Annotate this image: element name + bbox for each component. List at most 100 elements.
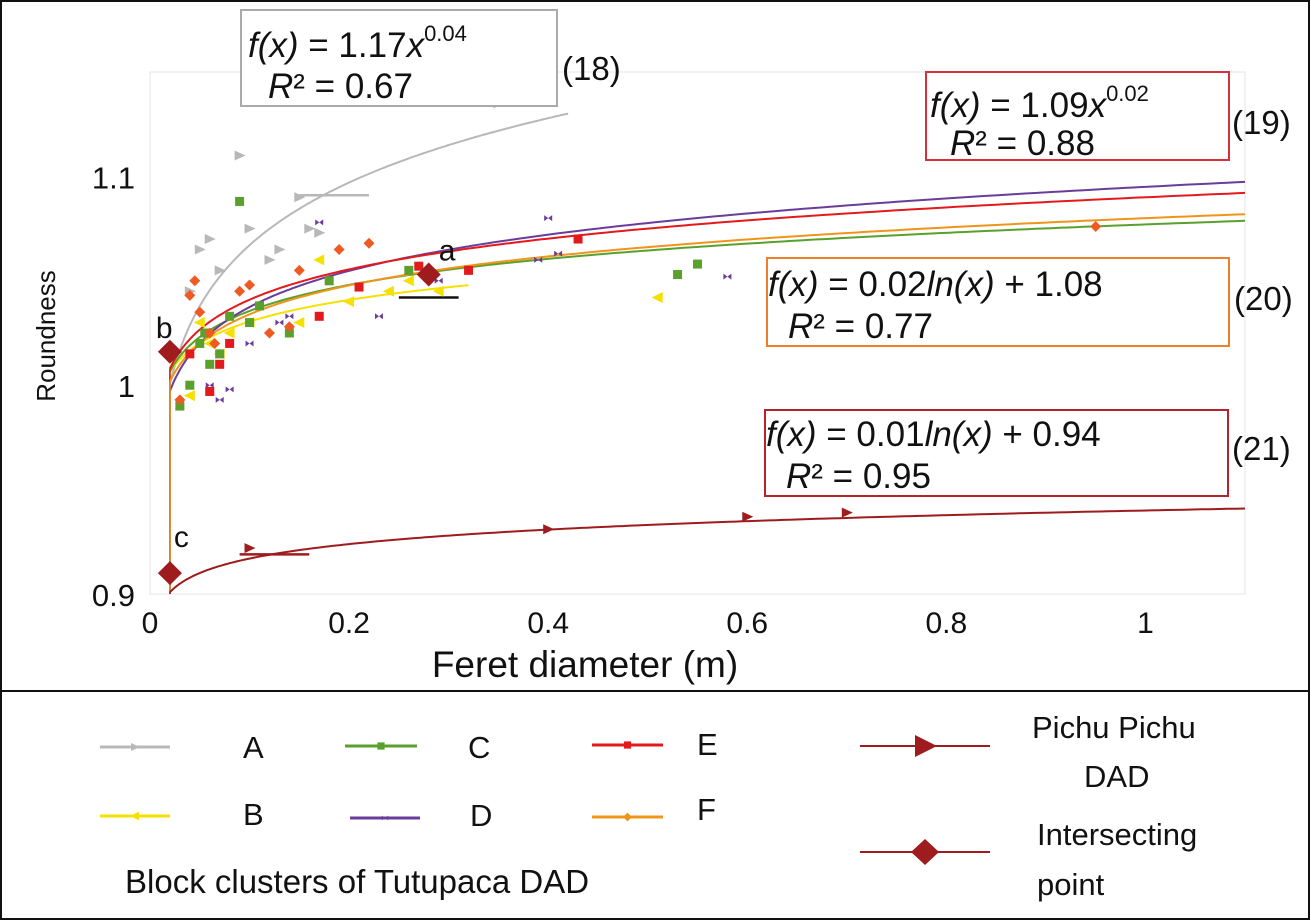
legend-marker bbox=[381, 815, 385, 821]
equation-r2-20: R² = 0.77 bbox=[788, 307, 933, 346]
legend-marker bbox=[623, 741, 632, 749]
data-point-f bbox=[234, 285, 246, 297]
equation-number-20: (20) bbox=[1234, 280, 1293, 317]
data-point-b bbox=[223, 327, 235, 339]
data-point-f bbox=[184, 289, 196, 301]
equation-formula-19: f(x) = 1.09x0.02 bbox=[930, 81, 1149, 125]
x-tick-label: 1 bbox=[1137, 607, 1154, 640]
data-point-f bbox=[209, 337, 221, 349]
equation-box-19 bbox=[925, 71, 1230, 161]
data-point-c bbox=[215, 349, 225, 359]
data-point-b bbox=[382, 285, 394, 297]
data-point-f bbox=[204, 327, 216, 339]
data-point-d bbox=[548, 215, 553, 222]
data-point-a bbox=[314, 227, 326, 238]
legend-item-intersecting: Intersecting point bbox=[860, 817, 1197, 902]
intersecting-point-label: a bbox=[439, 235, 456, 268]
data-point-a bbox=[264, 254, 276, 265]
legend-item-f: F bbox=[592, 792, 716, 827]
data-point-pichu-pichu-dad bbox=[244, 543, 256, 554]
legend-label: Intersecting bbox=[1037, 817, 1197, 852]
data-point-d bbox=[289, 313, 294, 320]
data-point-a bbox=[274, 244, 286, 255]
x-tick-label: 0.8 bbox=[926, 607, 968, 640]
data-point-e bbox=[354, 282, 364, 292]
data-point-c bbox=[673, 270, 683, 280]
legend-item-d: D bbox=[350, 798, 492, 833]
data-point-d bbox=[558, 250, 563, 257]
data-point-a bbox=[204, 234, 216, 245]
legend-label: B bbox=[243, 797, 264, 832]
data-point-f bbox=[283, 321, 295, 333]
legend-marker bbox=[911, 839, 939, 865]
data-point-b bbox=[432, 285, 444, 297]
data-point-d bbox=[229, 386, 234, 393]
data-point-d bbox=[209, 382, 214, 389]
legend-item-e: E bbox=[592, 727, 718, 762]
data-point-e bbox=[314, 311, 324, 321]
x-tick-label: 0 bbox=[142, 607, 159, 640]
data-point-f bbox=[263, 327, 275, 339]
data-point-c bbox=[195, 338, 205, 348]
y-tick-label: 1 bbox=[118, 369, 135, 404]
x-tick-label: 0.2 bbox=[328, 607, 370, 640]
data-point-f bbox=[189, 275, 201, 287]
data-point-d bbox=[249, 340, 254, 347]
legend-marker bbox=[623, 812, 632, 822]
data-point-e bbox=[205, 386, 215, 396]
data-point-e bbox=[215, 359, 225, 369]
data-point-d bbox=[279, 319, 284, 326]
legend-label: E bbox=[697, 727, 718, 762]
data-point-d bbox=[544, 215, 549, 222]
data-point-c bbox=[225, 311, 235, 321]
equation-box-21 bbox=[764, 409, 1229, 497]
data-point-d bbox=[723, 273, 728, 280]
equation-number-19: (19) bbox=[1232, 104, 1291, 141]
data-point-d bbox=[205, 382, 210, 389]
legend-item-a: A bbox=[100, 730, 264, 765]
intersecting-point-label: c bbox=[174, 521, 189, 554]
fit-curve-pichu-pichu-dad bbox=[169, 507, 1246, 593]
data-point-a bbox=[234, 150, 246, 161]
data-point-d bbox=[275, 319, 280, 326]
data-point-e bbox=[185, 349, 195, 359]
data-point-a bbox=[294, 192, 306, 203]
data-point-c bbox=[284, 328, 294, 338]
y-tick-label: 0.9 bbox=[92, 578, 135, 613]
fit-curve-c bbox=[169, 219, 1246, 372]
short-segments bbox=[239, 193, 459, 556]
legend-item-c: C bbox=[345, 730, 490, 765]
legend-marker bbox=[385, 815, 389, 821]
data-point-b bbox=[293, 317, 305, 329]
legend-label: A bbox=[243, 730, 264, 765]
equation-r2-19: R² = 0.88 bbox=[950, 124, 1095, 163]
data-point-b bbox=[402, 275, 414, 287]
equation-formula-20: f(x) = 0.02ln(x) + 1.08 bbox=[768, 265, 1103, 304]
data-point-d bbox=[225, 386, 230, 393]
legend: AB CD EF Pichu Pichu DAD Intersecting point bbox=[100, 710, 1197, 902]
data-point-d bbox=[374, 313, 379, 320]
data-point-b bbox=[313, 254, 325, 266]
data-point-d bbox=[319, 219, 324, 226]
data-point-c bbox=[245, 318, 255, 328]
data-point-b bbox=[343, 296, 355, 308]
legend-label-line2: point bbox=[1037, 867, 1105, 902]
intersecting-point-marker bbox=[157, 339, 182, 364]
equation-formula-18: f(x) = 1.17x0.04 bbox=[248, 21, 467, 65]
data-point-a bbox=[214, 265, 226, 276]
equation-box-18 bbox=[240, 9, 558, 107]
intersecting-point-marker bbox=[416, 262, 441, 287]
data-point-c bbox=[185, 380, 195, 390]
intersecting-points: a b c bbox=[156, 235, 456, 586]
data-point-d bbox=[378, 313, 383, 320]
x-tick-label: 0.4 bbox=[527, 607, 569, 640]
data-point-d bbox=[554, 250, 559, 257]
legend-label: F bbox=[697, 792, 716, 827]
legend-label: C bbox=[468, 730, 490, 765]
plot-area bbox=[149, 71, 1246, 595]
data-point-c bbox=[235, 196, 245, 206]
y-axis-label: Roundness bbox=[31, 270, 61, 402]
data-point-a bbox=[304, 223, 316, 234]
data-point-c bbox=[404, 265, 414, 275]
